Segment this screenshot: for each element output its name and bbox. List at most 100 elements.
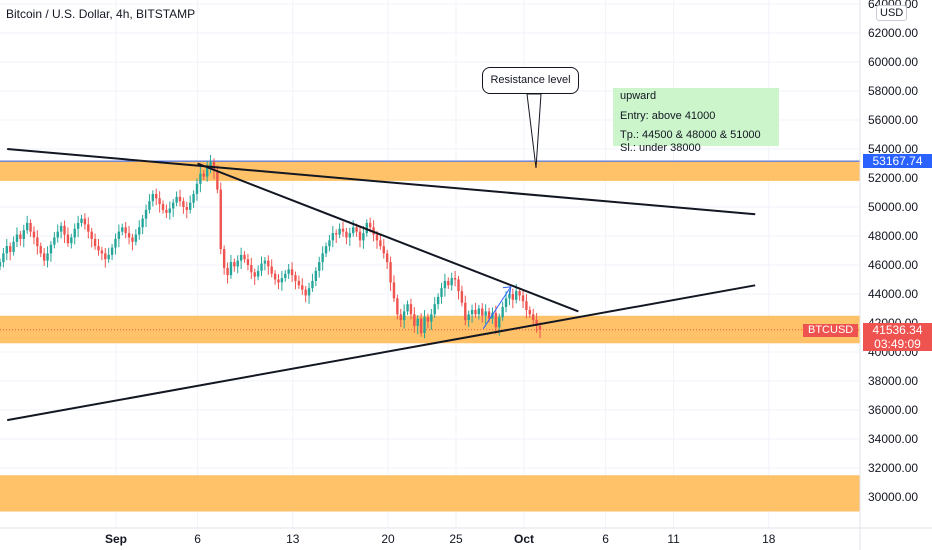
candle-body <box>83 218 87 225</box>
y-tick-label: 44000.00 <box>868 287 918 301</box>
candle-body <box>443 280 447 289</box>
trendlines <box>7 148 756 422</box>
candle-body <box>311 280 314 289</box>
candle-body <box>70 237 73 244</box>
candle-body <box>508 294 511 299</box>
candle-body <box>205 166 209 177</box>
candle-body <box>467 314 470 321</box>
candle-body <box>511 294 515 300</box>
candle-body <box>25 222 29 231</box>
resistance-callout[interactable]: Resistance level <box>482 67 579 94</box>
candle-body <box>450 278 453 286</box>
candle-body <box>328 240 331 247</box>
candle-body <box>172 202 175 209</box>
candle-body <box>470 309 474 315</box>
y-tick-label: 32000.00 <box>868 461 918 475</box>
candle-body <box>127 233 131 238</box>
candle-body <box>304 289 307 296</box>
candle-body <box>498 317 501 328</box>
y-tick-label: 60000.00 <box>868 55 918 69</box>
candle-body <box>532 314 535 321</box>
last-price-tag: 41536.34 <box>863 323 932 337</box>
symbol-tag: BTCUSD <box>803 324 859 337</box>
candle-body <box>348 233 352 238</box>
candle-body <box>277 279 280 283</box>
candle-body <box>321 253 324 263</box>
candle-body <box>195 183 199 194</box>
candle-body <box>165 209 168 213</box>
candle-body <box>80 218 83 223</box>
trendline <box>7 284 756 422</box>
candle-body <box>528 309 532 315</box>
candle-body <box>464 302 467 321</box>
candle-body <box>168 208 172 213</box>
y-tick-label: 30000.00 <box>868 490 918 504</box>
candle-body <box>352 227 355 234</box>
candle-body <box>430 314 433 322</box>
candle-body <box>2 253 5 263</box>
candle-body <box>93 238 97 247</box>
candle-body <box>297 280 301 286</box>
candle-body <box>515 291 518 300</box>
candle-body <box>110 247 114 255</box>
plan-direction: upward <box>620 90 657 102</box>
support-zone <box>0 160 860 181</box>
candle-body <box>66 234 70 244</box>
currency-button[interactable]: USD <box>876 5 908 21</box>
candle-body <box>8 246 12 252</box>
y-tick-label: 38000.00 <box>868 374 918 388</box>
candle-body <box>141 218 144 228</box>
candle-body <box>117 231 121 239</box>
trade-plan-annotation[interactable]: upward Entry: above 41000 Tp.: 44500 & 4… <box>613 88 779 154</box>
candle-body <box>409 304 413 315</box>
candle-body <box>188 202 192 210</box>
candle-body <box>335 233 338 235</box>
candle-body <box>0 262 2 267</box>
candle-body <box>392 282 396 299</box>
candle-body <box>246 259 250 265</box>
candle-body <box>521 295 525 302</box>
x-tick-label: 6 <box>602 532 609 546</box>
candle-body <box>338 228 341 235</box>
candle-body <box>426 317 430 322</box>
support-zone <box>0 475 860 512</box>
candle-body <box>42 253 46 261</box>
candle-body <box>73 228 76 238</box>
candle-body <box>484 311 487 316</box>
candle-body <box>192 193 195 203</box>
candle-body <box>104 253 107 260</box>
candle-body <box>114 238 117 248</box>
candle-body <box>331 233 335 241</box>
candle-body <box>263 260 267 264</box>
candle-body <box>236 260 239 267</box>
y-tick-label: 56000.00 <box>868 113 918 127</box>
candle-body <box>280 278 284 283</box>
candle-body <box>253 272 256 277</box>
candle-body <box>222 249 226 268</box>
y-tick-label: 36000.00 <box>868 403 918 417</box>
candle-body <box>199 173 202 184</box>
plan-sl: Sl.: under 38000 <box>620 142 701 154</box>
candle-body <box>233 262 236 267</box>
y-tick-label: 58000.00 <box>868 84 918 98</box>
candle-body <box>29 222 32 232</box>
candle-body <box>504 298 508 308</box>
candle-body <box>284 273 287 279</box>
candle-body <box>76 222 80 229</box>
candle-body <box>219 189 222 250</box>
candle-body <box>481 308 484 316</box>
candle-body <box>124 227 127 234</box>
candle-body <box>389 262 392 283</box>
candle-body <box>341 228 345 232</box>
candle-body <box>63 225 66 235</box>
candle-body <box>151 193 155 202</box>
trendline <box>7 148 756 216</box>
y-tick-label: 54000.00 <box>868 142 918 156</box>
candle-body <box>358 231 362 241</box>
candle-body <box>56 231 59 238</box>
candle-body <box>314 270 318 281</box>
x-tick-label: 18 <box>762 532 776 546</box>
candle-body <box>538 325 542 330</box>
plan-tp: Tp.: 44500 & 48000 & 51000 <box>620 129 761 141</box>
